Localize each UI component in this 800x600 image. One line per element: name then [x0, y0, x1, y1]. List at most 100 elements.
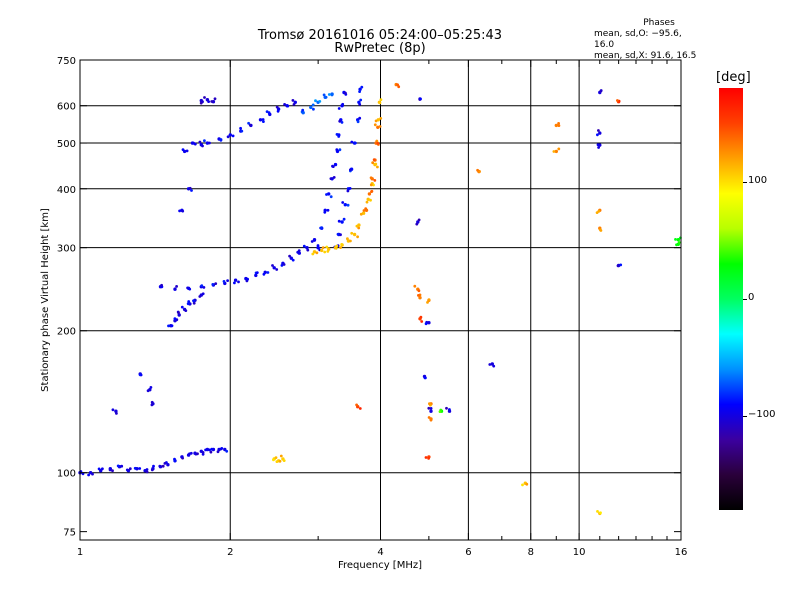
echo-point [597, 146, 600, 149]
echo-point [337, 135, 341, 138]
echo-point [338, 148, 342, 152]
echo-point [161, 464, 165, 468]
echo-point [521, 483, 524, 487]
echo-point [335, 133, 339, 136]
echo-point [297, 249, 301, 253]
echo-point [271, 264, 274, 267]
grid-layer [80, 60, 681, 540]
echo-point [417, 289, 421, 293]
echo-point [428, 402, 431, 406]
echo-point [180, 305, 184, 309]
echo-point [181, 148, 185, 152]
echo-point [331, 164, 334, 168]
echo-point [340, 243, 344, 246]
echo-point [158, 464, 162, 468]
echo-point [373, 179, 377, 182]
echo-point [226, 135, 230, 139]
echo-point [279, 454, 283, 458]
y-tick-label: 600 [57, 102, 76, 113]
echo-point [152, 464, 155, 468]
echo-point [210, 447, 214, 451]
echo-point [170, 324, 174, 328]
echo-point [111, 469, 114, 473]
echo-point [369, 183, 373, 187]
echo-point [333, 162, 338, 167]
echo-point [341, 102, 345, 106]
echo-point [596, 510, 599, 513]
echo-point [379, 98, 383, 102]
echo-point [198, 140, 202, 144]
phases-summary: Phases mean, sd,O: −95.6, 16.0 mean, sd,… [594, 18, 704, 62]
y-tick-label: 750 [57, 56, 76, 67]
echo-point [178, 209, 182, 213]
echo-point [358, 90, 361, 93]
echo-point [369, 198, 372, 202]
echo-point [216, 450, 220, 454]
echo-point [101, 467, 104, 471]
echo-point [150, 403, 154, 407]
echo-point [163, 462, 167, 465]
echo-point [334, 246, 338, 250]
echo-point [201, 292, 205, 296]
echo-point [318, 100, 322, 103]
echo-point [246, 277, 250, 281]
echo-point [188, 287, 192, 291]
echo-point [346, 237, 349, 241]
echo-point [358, 407, 362, 410]
echo-point [677, 241, 681, 244]
chart-subtitle: RwPretec (8p) [334, 41, 426, 56]
echo-point [184, 309, 188, 312]
echo-point [346, 239, 351, 243]
echo-point [324, 95, 328, 99]
echo-point [312, 250, 317, 254]
echo-point [350, 140, 354, 144]
echo-point [415, 222, 419, 226]
echo-point [231, 134, 235, 138]
x-axis-label: Frequency [MHz] [338, 560, 422, 571]
echo-point [554, 149, 558, 154]
echo-point [275, 268, 279, 271]
echo-point [327, 247, 331, 251]
echo-point [150, 400, 154, 404]
echo-point [203, 96, 206, 99]
echo-point [340, 121, 344, 124]
echo-point [219, 138, 223, 142]
echo-point [361, 211, 366, 215]
echo-point [301, 108, 305, 112]
echo-point [292, 103, 296, 106]
echo-point [188, 186, 192, 190]
x-tick-label: 10 [573, 547, 586, 558]
y-tick-label: 300 [57, 244, 76, 255]
echo-point [167, 324, 170, 328]
echo-point [311, 103, 315, 107]
echo-point [233, 281, 236, 285]
x-tick-label: 4 [377, 547, 383, 558]
echo-point [346, 203, 350, 207]
echo-point [315, 251, 319, 255]
echo-point [187, 300, 191, 303]
colorbar-tick-mark [743, 181, 747, 183]
echo-point [173, 287, 177, 291]
echo-point [554, 123, 558, 128]
echo-point [325, 245, 329, 249]
echo-point [320, 226, 323, 230]
echo-point [346, 189, 350, 193]
echo-point [200, 284, 204, 287]
x-tick-label: 16 [675, 547, 688, 558]
echo-point [427, 406, 431, 410]
echo-point [372, 158, 376, 162]
echo-point [342, 217, 346, 221]
echo-point [359, 212, 363, 216]
echo-point [149, 386, 153, 389]
echo-point [272, 458, 275, 462]
echo-point [145, 468, 149, 471]
colorbar-tick-label: −100 [748, 409, 776, 421]
echo-point [439, 408, 443, 412]
echo-point [619, 263, 623, 267]
echo-point [327, 93, 331, 96]
echo-point [365, 200, 369, 204]
echo-point [316, 244, 320, 247]
echo-point [310, 240, 314, 243]
colorbar-tick-label: 100 [748, 174, 768, 186]
echo-point [175, 285, 179, 288]
